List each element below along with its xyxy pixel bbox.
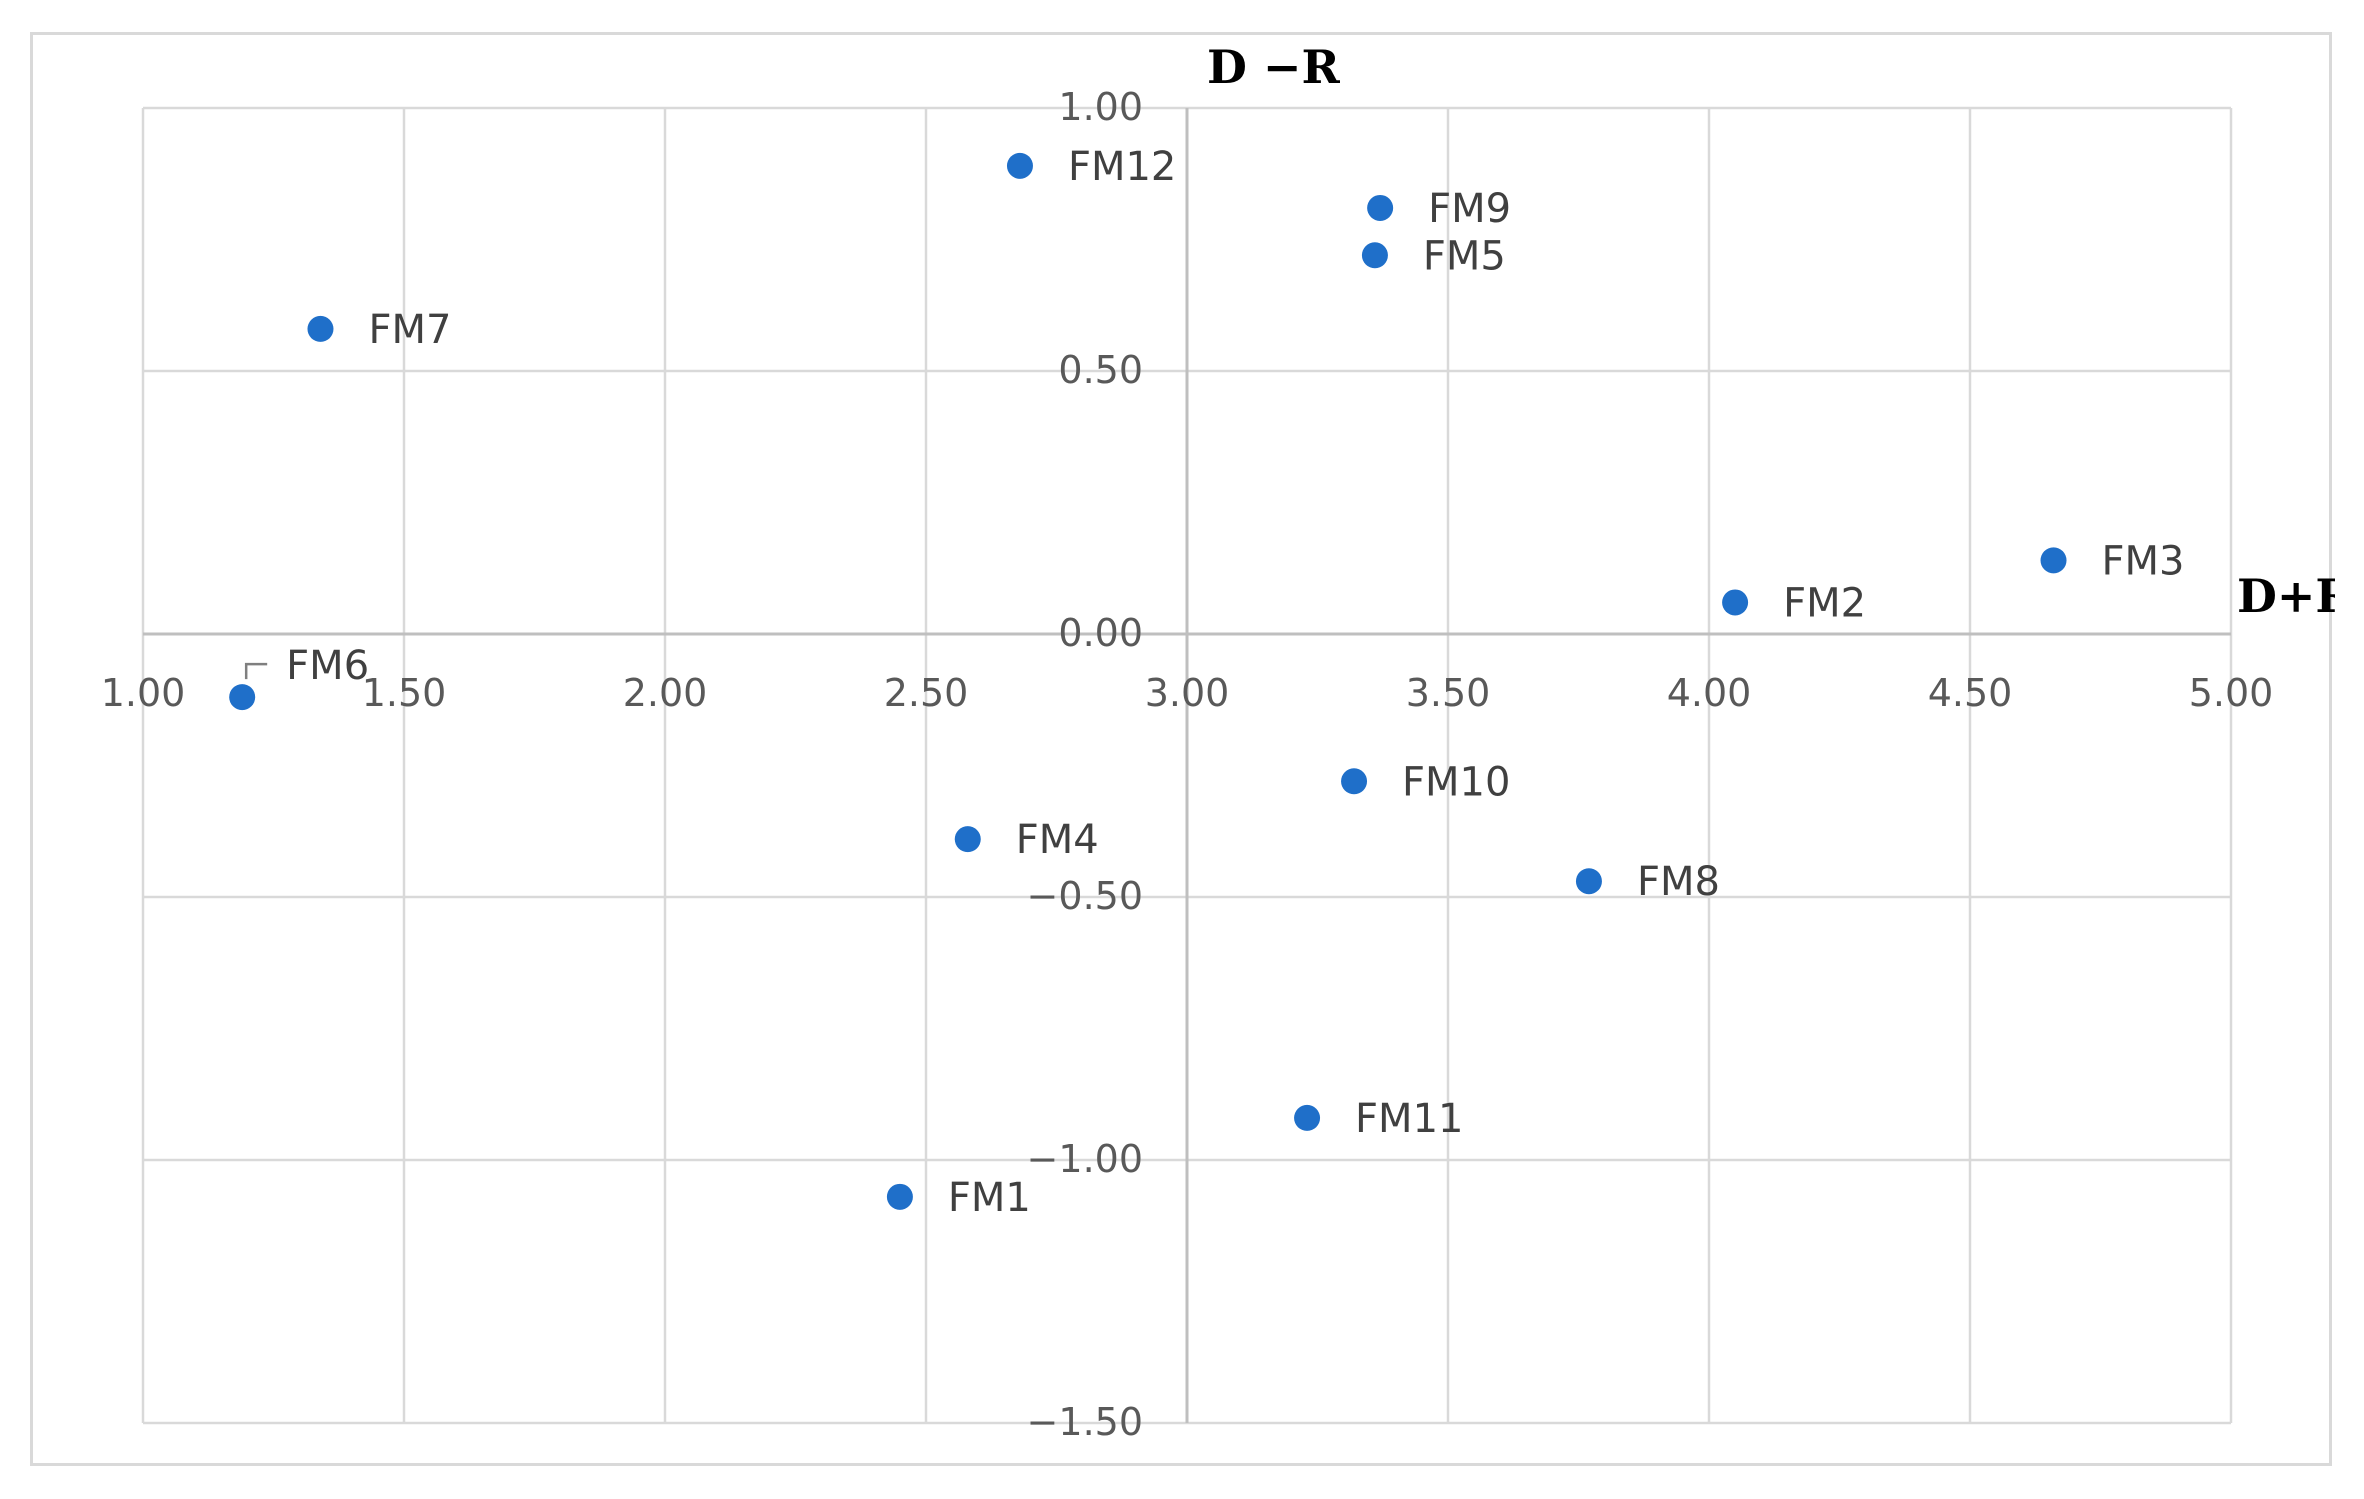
data-point-fm3 (2040, 547, 2067, 574)
scatter-chart: 1.00 1.50 2.00 2.50 3.00 3.50 4.00 4.50 5.00 −1.5… (101, 40, 2335, 1444)
data-point-fm4 (954, 826, 981, 853)
data-point-fm8 (1575, 868, 1602, 895)
y-tick-label: 0.50 (1058, 348, 1143, 392)
y-tick-label: 1.00 (1058, 85, 1143, 129)
data-point-fm1 (886, 1183, 913, 1210)
data-point-fm9 (1367, 194, 1394, 221)
y-tick-label: −0.50 (1027, 874, 1143, 918)
data-label-fm8: FM8 (1637, 859, 1720, 905)
chart-frame: 1.00 1.50 2.00 2.50 3.00 3.50 4.00 4.50 5.00 −1.5… (30, 32, 2335, 1466)
data-point-fm2 (1722, 589, 1749, 616)
data-point-fm10 (1341, 768, 1368, 795)
data-point-fm6 (229, 684, 256, 711)
data-point-fm11 (1294, 1104, 1321, 1131)
x-tick-label: 1.50 (362, 671, 447, 715)
data-label-fm4: FM4 (1016, 817, 1099, 863)
data-point-fm7 (307, 315, 334, 342)
data-label-fm3: FM3 (2102, 538, 2185, 584)
data-point-fm12 (1006, 152, 1033, 179)
data-label-fm12: FM12 (1068, 144, 1176, 190)
data-point-fm5 (1361, 242, 1388, 269)
data-label-fm9: FM9 (1428, 186, 1511, 232)
y-tick-label: −1.50 (1027, 1400, 1143, 1444)
data-label-fm10: FM10 (1402, 759, 1510, 805)
y-tick-label: 0.00 (1058, 611, 1143, 655)
x-tick-label: 2.50 (884, 671, 969, 715)
y-tick-label: −1.00 (1027, 1137, 1143, 1181)
x-tick-label: 3.50 (1406, 671, 1491, 715)
x-tick-label: 4.00 (1667, 671, 1752, 715)
data-label-fm1: FM1 (948, 1175, 1031, 1221)
x-tick-label: 4.50 (1928, 671, 2013, 715)
x-tick-label: 1.00 (101, 671, 186, 715)
data-label-fm7: FM7 (368, 307, 451, 353)
x-tick-label: 2.00 (623, 671, 708, 715)
fm6-leader-line (244, 662, 268, 680)
x-tick-label: 3.00 (1145, 671, 1230, 715)
data-label-fm5: FM5 (1423, 233, 1506, 279)
x-tick-label: 5.00 (2189, 671, 2274, 715)
x-axis-title: D+R (2237, 569, 2335, 623)
data-label-fm2: FM2 (1783, 580, 1866, 626)
data-label-fm6: FM6 (286, 643, 369, 689)
data-label-fm11: FM11 (1355, 1096, 1463, 1142)
y-axis-title: D −R (1207, 40, 1340, 94)
